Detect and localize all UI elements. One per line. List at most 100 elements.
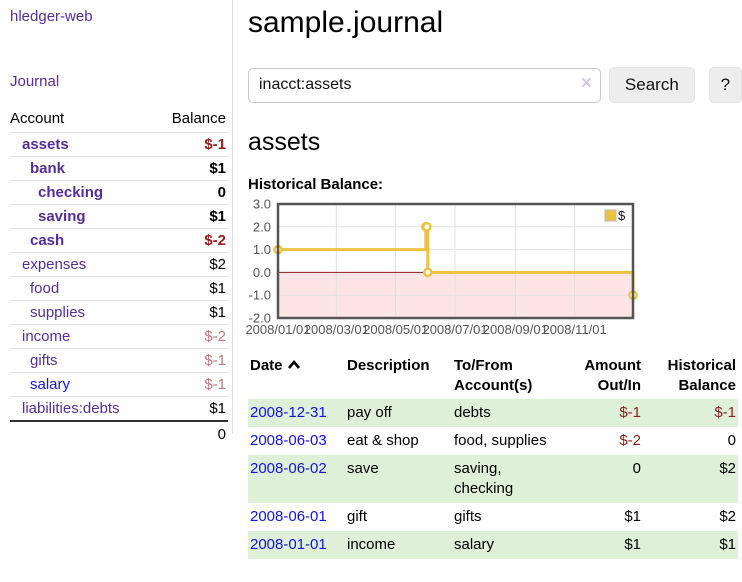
svg-text:2.0: 2.0: [253, 219, 271, 234]
account-row-assets: assets $-1: [10, 132, 228, 157]
transaction-date-link[interactable]: 2008-01-01: [250, 536, 327, 553]
svg-text:2008/05/01: 2008/05/01: [363, 322, 428, 337]
transaction-description: save: [347, 460, 379, 477]
search-form: × Search ?: [248, 67, 742, 103]
account-balance: $1: [209, 208, 226, 225]
account-balance: $1: [209, 400, 226, 417]
transaction-amount: $1: [624, 536, 641, 553]
transaction-description: income: [347, 536, 396, 553]
transaction-description: eat & shop: [347, 432, 419, 449]
account-link-food[interactable]: food: [30, 280, 60, 297]
transaction-description: pay off: [347, 404, 392, 421]
account-link-saving[interactable]: saving: [38, 208, 86, 225]
transaction-balance: $2: [719, 508, 736, 525]
accounts-total-row: 0: [10, 421, 228, 447]
account-balance: $-1: [204, 136, 226, 153]
page-title: sample.journal: [248, 6, 444, 39]
sort-ascending-icon: [287, 356, 301, 376]
account-row-expenses: expenses $2: [10, 252, 228, 277]
chart-title: Historical Balance:: [248, 176, 384, 193]
account-link-gifts[interactable]: gifts: [30, 352, 58, 369]
balance-chart: $3.0 2.0 1.0 0.0 -1.0 -2.02008/01/012008/03/0…: [245, 199, 638, 337]
account-row-cash: cash $-2: [10, 228, 228, 253]
account-link-liabilities-debts[interactable]: liabilities:debts: [22, 400, 120, 417]
account-link-bank[interactable]: bank: [30, 160, 66, 177]
svg-text:2008/11/01: 2008/11/01: [543, 322, 607, 337]
account-row-gifts: gifts $-1: [10, 348, 228, 373]
account-balance: $1: [209, 304, 226, 321]
account-link-assets[interactable]: assets: [22, 136, 69, 153]
svg-text:1.0: 1.0: [253, 242, 271, 257]
svg-text:2008/03/01: 2008/03/01: [304, 322, 369, 337]
account-balance: $1: [209, 160, 226, 177]
account-row-bank: bank $1: [10, 156, 228, 181]
register-col-balance: Historical Balance: [667, 357, 736, 394]
transaction-accounts: debts: [454, 404, 491, 421]
account-link-expenses[interactable]: expenses: [22, 256, 87, 273]
svg-text:-2.0: -2.0: [249, 311, 271, 326]
help-button[interactable]: ?: [708, 67, 742, 103]
transaction-accounts: saving, checking: [454, 460, 514, 497]
account-link-salary[interactable]: salary: [30, 376, 71, 393]
svg-text:$: $: [618, 208, 626, 223]
transaction-amount: $-2: [619, 432, 641, 449]
register-row: 2008-06-01 gift gifts $1 $2: [248, 503, 738, 531]
accounts-header-row: Account Balance: [10, 107, 228, 133]
account-row-checking: checking 0: [10, 180, 228, 205]
transaction-date-link[interactable]: 2008-06-01: [250, 508, 327, 525]
svg-text:2008/07/01: 2008/07/01: [422, 322, 487, 337]
transaction-balance: 0: [727, 432, 736, 449]
transaction-balance: $1: [719, 536, 736, 553]
account-balance: $2: [209, 256, 226, 273]
account-row-liabilities-debts: liabilities:debts $1: [10, 396, 228, 422]
account-heading: assets: [248, 128, 321, 156]
register-col-description: Description: [347, 357, 430, 374]
transaction-amount: $-1: [619, 404, 641, 421]
main-content: sample.journal × Search ? assets Histori…: [245, 0, 742, 559]
account-balance: $-2: [204, 328, 226, 345]
account-row-income: income $-2: [10, 324, 228, 349]
account-link-cash[interactable]: cash: [30, 232, 65, 249]
transaction-amount: 0: [632, 460, 641, 477]
register-row: 2008-12-31 pay off debts $-1 $-1: [248, 399, 738, 427]
accounts-total-value: 0: [217, 426, 226, 443]
account-row-saving: saving $1: [10, 204, 228, 229]
account-link-checking[interactable]: checking: [38, 184, 104, 201]
account-link-income[interactable]: income: [22, 328, 71, 345]
svg-text:2008/01/01: 2008/01/01: [245, 322, 310, 337]
svg-text:0.0: 0.0: [253, 265, 271, 280]
sidebar-item-journal[interactable]: Journal: [10, 73, 60, 90]
svg-text:-1.0: -1.0: [249, 288, 271, 303]
transaction-date-link[interactable]: 2008-12-31: [250, 404, 327, 421]
accounts-col-balance: Balance: [171, 110, 226, 127]
transaction-amount: $1: [624, 508, 641, 525]
register-header-row: Date Description To/From Account(s) Amou…: [248, 353, 738, 399]
transaction-date-link[interactable]: 2008-06-03: [250, 432, 327, 449]
transaction-accounts: food, supplies: [454, 432, 547, 449]
register-col-accounts: To/From Account(s): [454, 357, 533, 394]
brand-link[interactable]: hledger-web: [10, 8, 93, 25]
account-row-supplies: supplies $1: [10, 300, 228, 325]
register-row: 2008-06-03 eat & shop food, supplies $-2…: [248, 427, 738, 455]
account-row-food: food $1: [10, 276, 228, 301]
transaction-date-link[interactable]: 2008-06-02: [250, 460, 327, 477]
account-balance: $-1: [204, 376, 226, 393]
register-table: Date Description To/From Account(s) Amou…: [248, 353, 738, 559]
search-button[interactable]: Search: [608, 67, 695, 103]
search-input[interactable]: [248, 67, 601, 103]
svg-text:3.0: 3.0: [253, 199, 271, 212]
accounts-table: Account Balance assets $-1 bank $1 check…: [10, 107, 228, 447]
register-row: 2008-01-01 income salary $1 $1: [248, 531, 738, 559]
accounts-col-account: Account: [10, 110, 65, 127]
register-col-amount: Amount Out/In: [584, 357, 641, 394]
transaction-balance: $2: [719, 460, 736, 477]
clear-search-icon[interactable]: ×: [580, 72, 592, 94]
register-col-date[interactable]: Date: [248, 353, 345, 399]
account-balance: $-1: [204, 352, 226, 369]
transaction-balance: $-1: [714, 404, 736, 421]
svg-text:2008/09/01: 2008/09/01: [483, 322, 548, 337]
account-link-supplies[interactable]: supplies: [30, 304, 86, 321]
register-row: 2008-06-02 save saving, checking 0 $2: [248, 455, 738, 503]
account-balance: 0: [217, 184, 226, 201]
sidebar: hledger-web Journal Account Balance asse…: [0, 0, 233, 443]
